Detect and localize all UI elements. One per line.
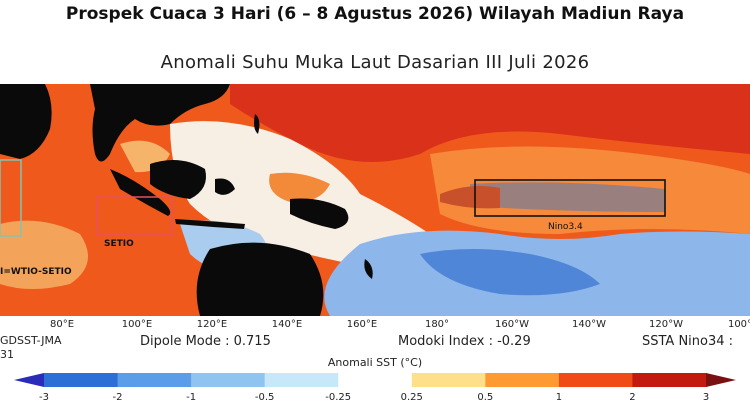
colorbar-tick-label: -0.5 xyxy=(254,392,275,403)
colorbar-segment xyxy=(411,373,486,387)
region-box-setio xyxy=(96,196,173,235)
land-sulawesi xyxy=(215,178,235,195)
colorbar-tick-label: 0.25 xyxy=(400,392,423,403)
colorbar-segment xyxy=(485,373,560,387)
colorbar-tick-label: -3 xyxy=(39,392,49,403)
land-java xyxy=(175,219,245,229)
colorbar xyxy=(14,373,736,387)
hot-band-north xyxy=(230,84,750,162)
colorbar-segment xyxy=(632,373,707,387)
colorbar-segment xyxy=(338,373,413,387)
nino-edge xyxy=(440,186,500,209)
colorbar-title: Anomali SST (°C) xyxy=(327,356,423,369)
colorbar-tick-label: -0.25 xyxy=(325,392,352,403)
longitude-label: 140°W xyxy=(572,319,606,330)
colorbar-tick-label: 0.5 xyxy=(477,392,494,403)
land-pacific-island xyxy=(364,259,373,279)
colorbar-arrow-high xyxy=(706,373,736,387)
setio-label: SETIO xyxy=(104,239,134,249)
warm-patch-indian-ocean xyxy=(0,220,88,289)
colorbar-segment xyxy=(117,373,192,387)
colorbar-tick-label: 1 xyxy=(555,392,563,403)
nino34-label: Nino3.4 xyxy=(548,222,583,232)
land-sumatra xyxy=(110,169,171,216)
land-australia xyxy=(196,242,324,316)
longitude-label: 100° xyxy=(727,319,750,330)
page-title: Prospek Cuaca 3 Hari (6 – 8 Agustus 2026… xyxy=(65,4,685,24)
longitude-label: 100°E xyxy=(121,319,153,330)
dipole-mode-value: Dipole Mode : 0.715 xyxy=(140,334,271,349)
land-borneo xyxy=(150,160,206,199)
sst-anomaly-map: SETIO Nino3.4 I=WTIO-SETIO xyxy=(0,84,750,316)
land-india xyxy=(0,84,52,159)
land-new-guinea xyxy=(290,198,349,229)
wtio-setio-label: I=WTIO-SETIO xyxy=(0,267,72,277)
warm-patch-celebes xyxy=(269,172,330,203)
region-box-nino34 xyxy=(474,179,666,217)
longitude-label: 120°W xyxy=(649,319,683,330)
data-source-label-2: 31 xyxy=(0,348,14,361)
colorbar-segment xyxy=(264,373,339,387)
colorbar-tick-label: 2 xyxy=(629,392,636,403)
colorbar-segment xyxy=(191,373,266,387)
longitude-label: 140°E xyxy=(271,319,303,330)
land-philippines xyxy=(254,114,260,134)
cool-core-south-pacific xyxy=(420,249,600,296)
colorbar-tick-label: -1 xyxy=(186,392,197,403)
ssta-nino34-value: SSTA Nino34 : xyxy=(642,334,734,349)
data-source-label: GDSST-JMA xyxy=(0,334,62,347)
longitude-label: 180° xyxy=(424,319,450,330)
colorbar-arrow-low xyxy=(14,373,44,387)
longitude-label: 160°E xyxy=(346,319,378,330)
land-southeast-asia xyxy=(90,84,230,162)
colorbar-tick-label: -2 xyxy=(112,392,123,403)
map-title: Anomali Suhu Muka Laut Dasarian III Juli… xyxy=(160,52,590,73)
longitude-label: 120°E xyxy=(196,319,228,330)
colorbar-segment xyxy=(558,373,633,387)
colorbar-segment xyxy=(44,373,119,387)
region-box-wtio xyxy=(0,159,22,237)
nino-core-anomaly xyxy=(470,182,665,212)
longitude-label: 160°W xyxy=(495,319,529,330)
longitude-label: 80°E xyxy=(49,319,75,330)
modoki-index-value: Modoki Index : -0.29 xyxy=(398,334,531,349)
colorbar-tick-label: 3 xyxy=(702,392,710,403)
